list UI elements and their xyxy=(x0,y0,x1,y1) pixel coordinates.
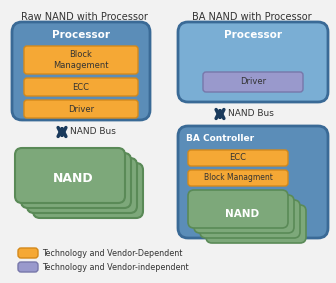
FancyBboxPatch shape xyxy=(194,195,294,233)
Text: ECC: ECC xyxy=(73,83,89,91)
FancyBboxPatch shape xyxy=(178,22,328,102)
FancyBboxPatch shape xyxy=(15,148,125,203)
Text: BA NAND: BA NAND xyxy=(228,222,278,232)
Text: Technology and Vendor-Dependent: Technology and Vendor-Dependent xyxy=(42,248,182,258)
Text: NAND Bus: NAND Bus xyxy=(228,110,274,119)
FancyBboxPatch shape xyxy=(12,22,150,120)
FancyBboxPatch shape xyxy=(18,262,38,272)
FancyBboxPatch shape xyxy=(206,205,306,243)
FancyBboxPatch shape xyxy=(21,153,131,208)
FancyBboxPatch shape xyxy=(27,158,137,213)
FancyBboxPatch shape xyxy=(24,100,138,118)
Text: NAND: NAND xyxy=(53,172,93,185)
Text: Block Managment: Block Managment xyxy=(204,173,272,183)
Text: Raw NAND with Processor: Raw NAND with Processor xyxy=(20,12,148,22)
Text: Processor: Processor xyxy=(224,30,282,40)
FancyBboxPatch shape xyxy=(24,46,138,74)
FancyBboxPatch shape xyxy=(203,72,303,92)
Text: BA NAND with Processor: BA NAND with Processor xyxy=(192,12,312,22)
Text: Block
Management: Block Management xyxy=(53,50,109,70)
Text: ECC: ECC xyxy=(229,153,247,162)
Text: Processor: Processor xyxy=(52,30,110,40)
FancyBboxPatch shape xyxy=(188,190,288,228)
FancyBboxPatch shape xyxy=(188,170,288,186)
Text: NAND Bus: NAND Bus xyxy=(70,128,116,136)
FancyBboxPatch shape xyxy=(18,248,38,258)
FancyBboxPatch shape xyxy=(24,78,138,96)
FancyBboxPatch shape xyxy=(200,200,300,238)
Text: NAND: NAND xyxy=(225,209,259,219)
Text: BA Controller: BA Controller xyxy=(186,134,254,143)
FancyBboxPatch shape xyxy=(188,150,288,166)
FancyBboxPatch shape xyxy=(178,126,328,238)
FancyBboxPatch shape xyxy=(33,163,143,218)
Text: Technology and Vendor-independent: Technology and Vendor-independent xyxy=(42,263,188,271)
Text: Driver: Driver xyxy=(68,104,94,113)
Text: Driver: Driver xyxy=(240,78,266,87)
